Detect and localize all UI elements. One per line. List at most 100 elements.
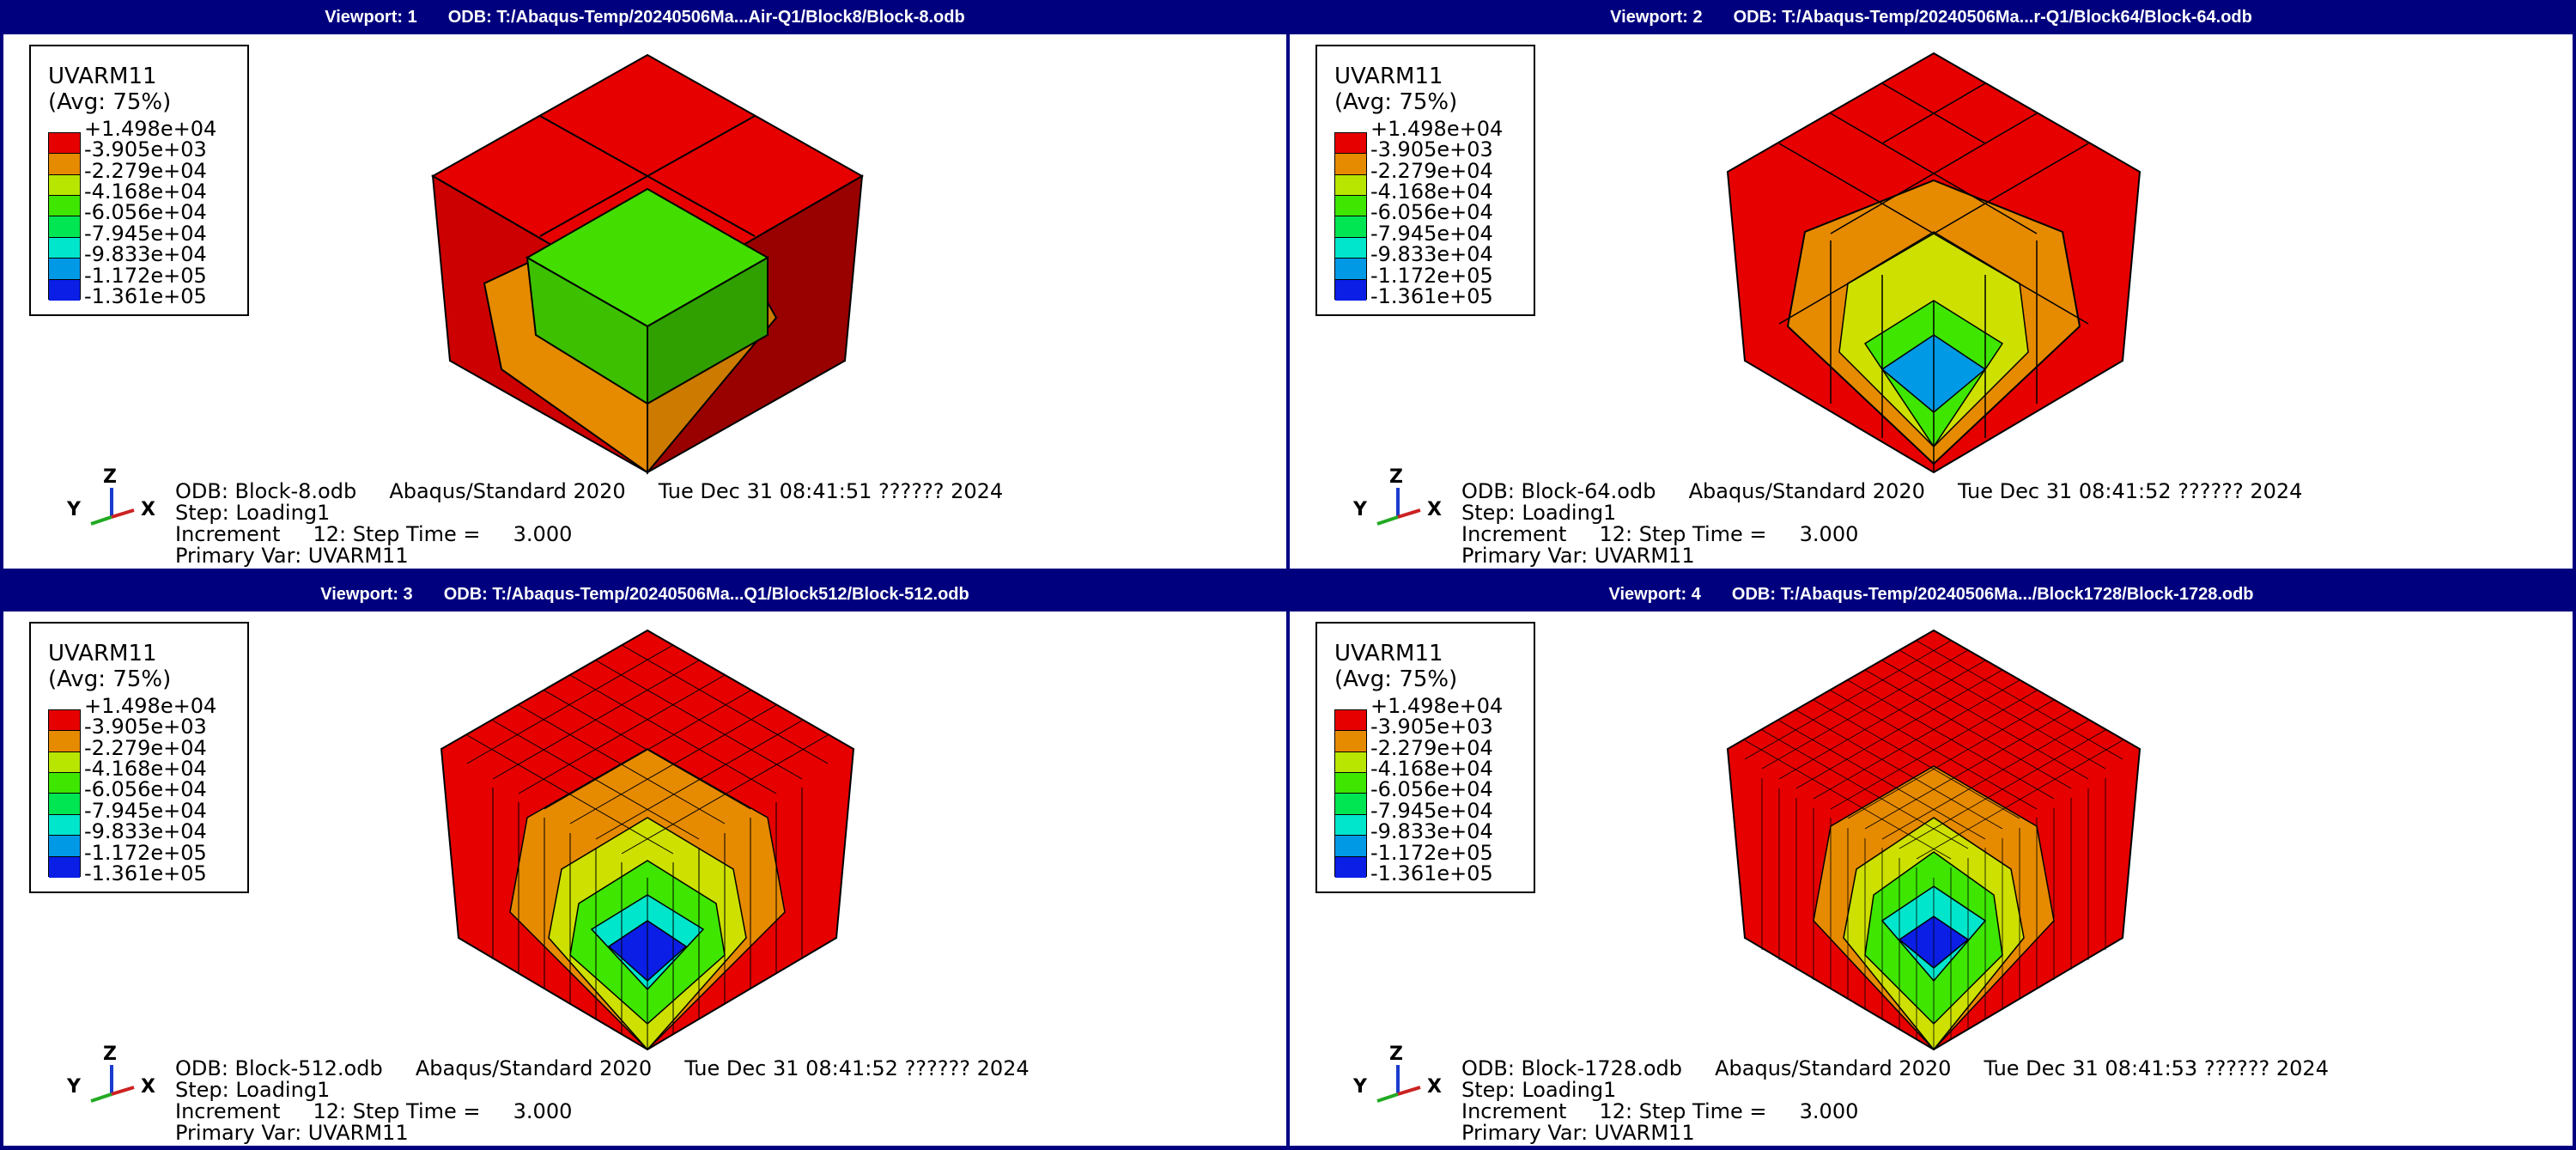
viewport-title-bar: Viewport: 4 ODB: T:/Abaqus-Temp/20240506M… [1290, 577, 2573, 612]
legend-value: -9.833e+04 [1370, 819, 1493, 844]
legend-value: -1.361e+05 [84, 283, 207, 308]
legend-title: UVARM11 [1334, 641, 1443, 666]
mesh-contour-plot[interactable] [1693, 620, 2174, 1067]
triad-y-label: Y [66, 1076, 82, 1098]
legend-value: -7.945e+04 [1370, 798, 1493, 823]
viewport-title-bar: Viewport: 3 ODB: T:/Abaqus-Temp/20240506M… [3, 577, 1286, 612]
primary-var-line: Primary Var: UVARM11 [175, 544, 409, 568]
legend-value: -7.945e+04 [84, 798, 207, 823]
legend-color-bar [1334, 132, 1367, 301]
triad-z-label: Z [1389, 1044, 1403, 1065]
legend-title: UVARM11 [48, 64, 157, 89]
viewport-1[interactable]: Viewport: 1 ODB: T:/Abaqus-Temp/20240506M… [3, 0, 1286, 569]
axis-triad: Z Y X [1341, 464, 1461, 532]
legend-color-bar [48, 709, 81, 878]
legend-value: -3.905e+03 [84, 715, 207, 739]
legend-value: -2.279e+04 [1370, 158, 1493, 183]
legend-value: -6.056e+04 [1370, 200, 1493, 225]
step-line: Step: Loading1 [175, 501, 331, 525]
legend-averaging: (Avg: 75%) [1334, 666, 1458, 692]
legend-value: -6.056e+04 [84, 777, 207, 802]
viewport-3[interactable]: Viewport: 3 ODB: T:/Abaqus-Temp/20240506M… [3, 577, 1286, 1146]
legend-value: -3.905e+03 [1370, 715, 1493, 739]
triad-z-label: Z [1389, 466, 1403, 488]
legend-value: -4.168e+04 [1370, 757, 1493, 782]
legend-values: +1.498e+04 -3.905e+03 -2.279e+04 -4.168e+04… [1370, 696, 1503, 884]
legend-values: +1.498e+04 -3.905e+03 -2.279e+04 -4.168e+04… [84, 119, 216, 307]
primary-var-line: Primary Var: UVARM11 [175, 1121, 409, 1145]
legend-value: +1.498e+04 [84, 117, 217, 141]
legend-title: UVARM11 [1334, 64, 1443, 89]
odb-line: ODB: Block-64.odb Abaqus/Standard 2020 T… [1461, 479, 2303, 503]
odb-line: ODB: Block-8.odb Abaqus/Standard 2020 Tu… [175, 479, 1004, 503]
triad-y-label: Y [66, 499, 82, 520]
triad-x-label: X [1427, 499, 1442, 520]
viewport-label: Viewport: 4 [1608, 584, 1701, 604]
legend-value: -9.833e+04 [1370, 242, 1493, 267]
odb-info-block: ODB: Block-1728.odb Abaqus/Standard 2020… [1461, 1058, 2329, 1144]
mesh-contour-plot[interactable] [407, 43, 888, 490]
legend-value: -9.833e+04 [84, 819, 207, 844]
legend-averaging: (Avg: 75%) [48, 666, 172, 692]
increment-line: Increment 12: Step Time = 3.000 [175, 522, 573, 546]
legend-value: -9.833e+04 [84, 242, 207, 267]
legend-value: +1.498e+04 [84, 694, 217, 718]
legend-value: -7.945e+04 [1370, 221, 1493, 246]
legend-averaging: (Avg: 75%) [1334, 89, 1458, 115]
legend-value: -2.279e+04 [84, 735, 207, 760]
legend-color-bar [1334, 709, 1367, 878]
viewport-odb-path: ODB: T:/Abaqus-Temp/20240506Ma...Q1/Bloc… [443, 584, 969, 604]
legend-value: -1.361e+05 [84, 861, 207, 885]
legend-value: -6.056e+04 [84, 200, 207, 225]
legend-value: -3.905e+03 [84, 137, 207, 162]
legend-value: -3.905e+03 [1370, 137, 1493, 162]
increment-line: Increment 12: Step Time = 3.000 [1461, 1099, 1859, 1123]
legend-value: -4.168e+04 [84, 757, 207, 782]
axis-triad: Z Y X [1341, 1041, 1461, 1110]
legend-value: -7.945e+04 [84, 221, 207, 246]
odb-info-block: ODB: Block-512.odb Abaqus/Standard 2020 … [175, 1058, 1030, 1144]
legend-value: -2.279e+04 [1370, 735, 1493, 760]
step-line: Step: Loading1 [1461, 1078, 1617, 1102]
mesh-contour-plot[interactable] [407, 620, 888, 1067]
legend-values: +1.498e+04 -3.905e+03 -2.279e+04 -4.168e+04… [1370, 119, 1503, 307]
increment-line: Increment 12: Step Time = 3.000 [1461, 522, 1859, 546]
primary-var-line: Primary Var: UVARM11 [1461, 544, 1695, 568]
contour-legend: UVARM11 (Avg: 75%) +1.498e+04 -3.905e+03-… [29, 622, 249, 893]
legend-value: -4.168e+04 [84, 179, 207, 204]
odb-line: ODB: Block-1728.odb Abaqus/Standard 2020… [1461, 1056, 2329, 1080]
odb-info-block: ODB: Block-8.odb Abaqus/Standard 2020 Tu… [175, 481, 1003, 567]
triad-x-label: X [141, 1076, 155, 1098]
legend-value: -6.056e+04 [1370, 777, 1493, 802]
viewport-odb-path: ODB: T:/Abaqus-Temp/20240506Ma.../Block1… [1731, 584, 2254, 604]
step-line: Step: Loading1 [175, 1078, 331, 1102]
mesh-contour-plot[interactable] [1693, 43, 2174, 490]
legend-value: -4.168e+04 [1370, 179, 1493, 204]
viewport-2[interactable]: Viewport: 2 ODB: T:/Abaqus-Temp/20240506M… [1290, 0, 2573, 569]
legend-value: -1.172e+05 [1370, 840, 1493, 865]
legend-value: -2.279e+04 [84, 158, 207, 183]
triad-x-label: X [1427, 1076, 1442, 1098]
contour-legend: UVARM11 (Avg: 75%) +1.498e+04 -3.905e+03-… [1315, 45, 1535, 316]
contour-legend: UVARM11 (Avg: 75%) +1.498e+04 -3.905e+03-… [1315, 622, 1535, 893]
triad-z-label: Z [103, 466, 117, 488]
odb-info-block: ODB: Block-64.odb Abaqus/Standard 2020 T… [1461, 481, 2302, 567]
legend-color-bar [48, 132, 81, 301]
viewport-title-bar: Viewport: 2 ODB: T:/Abaqus-Temp/20240506M… [1290, 0, 2573, 34]
increment-line: Increment 12: Step Time = 3.000 [175, 1099, 573, 1123]
step-line: Step: Loading1 [1461, 501, 1617, 525]
axis-triad: Z Y X [55, 1041, 175, 1110]
triad-y-label: Y [1352, 499, 1368, 520]
viewport-4[interactable]: Viewport: 4 ODB: T:/Abaqus-Temp/20240506M… [1290, 577, 2573, 1146]
legend-averaging: (Avg: 75%) [48, 89, 172, 115]
triad-y-label: Y [1352, 1076, 1368, 1098]
primary-var-line: Primary Var: UVARM11 [1461, 1121, 1695, 1145]
legend-value: +1.498e+04 [1370, 117, 1504, 141]
legend-value: -1.172e+05 [84, 263, 207, 288]
triad-x-label: X [141, 499, 155, 520]
legend-value: -1.361e+05 [1370, 283, 1493, 308]
contour-legend: UVARM11 (Avg: 75%) +1.498e+04 -3.905e+03-… [29, 45, 249, 316]
legend-values: +1.498e+04 -3.905e+03 -2.279e+04 -4.168e+04… [84, 696, 216, 884]
triad-z-label: Z [103, 1044, 117, 1065]
legend-value: -1.172e+05 [1370, 263, 1493, 288]
